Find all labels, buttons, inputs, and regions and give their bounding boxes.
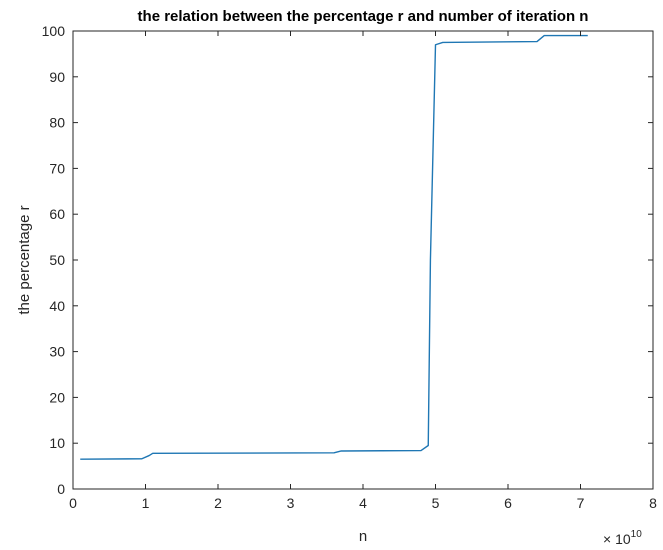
x-axis-multiplier-exponent: 10 bbox=[631, 529, 643, 540]
x-tick-label: 3 bbox=[287, 495, 295, 511]
x-tick-label: 2 bbox=[214, 495, 222, 511]
x-tick-label: 7 bbox=[577, 495, 585, 511]
y-tick-label: 80 bbox=[49, 115, 65, 131]
x-axis-multiplier: × 1010 bbox=[603, 529, 642, 547]
y-tick-label: 70 bbox=[49, 160, 65, 176]
y-tick-label: 50 bbox=[49, 252, 65, 268]
y-tick-label: 20 bbox=[49, 389, 65, 405]
y-tick-label: 60 bbox=[49, 206, 65, 222]
x-tick-label: 6 bbox=[504, 495, 512, 511]
y-tick-label: 100 bbox=[42, 23, 66, 39]
x-tick-label: 1 bbox=[142, 495, 150, 511]
x-tick-label: 8 bbox=[649, 495, 657, 511]
y-axis-label: the percentage r bbox=[16, 205, 33, 314]
y-tick-label: 90 bbox=[49, 69, 65, 85]
y-tick-label: 30 bbox=[49, 344, 65, 360]
plot-area bbox=[73, 31, 653, 489]
x-axis-label: n bbox=[359, 528, 367, 545]
x-axis-multiplier-base: × 10 bbox=[603, 531, 631, 547]
x-tick-label: 0 bbox=[69, 495, 77, 511]
y-tick-label: 40 bbox=[49, 298, 65, 314]
chart-title: the relation between the percentage r an… bbox=[138, 8, 589, 25]
tick-marks bbox=[72, 30, 654, 490]
x-tick-label: 5 bbox=[432, 495, 440, 511]
y-tick-label: 10 bbox=[49, 435, 65, 451]
series-layer bbox=[80, 34, 588, 460]
series-line-1 bbox=[80, 34, 588, 460]
y-tick-label: 0 bbox=[57, 481, 65, 497]
x-tick-label: 4 bbox=[359, 495, 367, 511]
plot-background bbox=[73, 31, 653, 489]
